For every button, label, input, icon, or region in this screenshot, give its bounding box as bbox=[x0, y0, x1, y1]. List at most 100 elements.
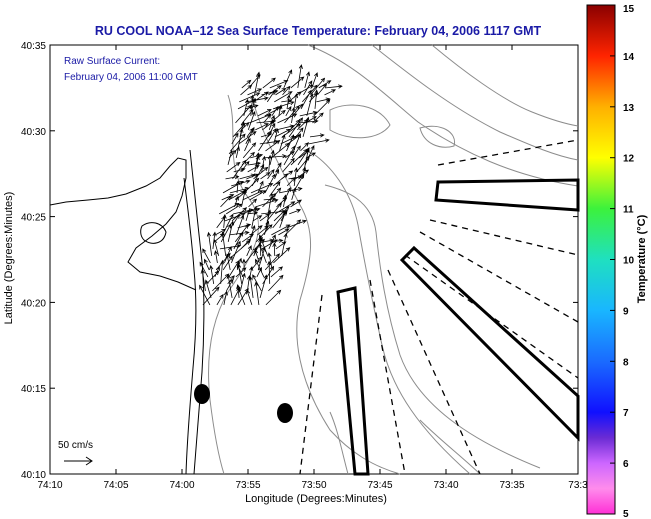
current-vector bbox=[232, 159, 247, 180]
coastline-nj-inner bbox=[183, 177, 197, 475]
current-vector bbox=[317, 83, 327, 96]
colorbar-tick-label: 14 bbox=[623, 52, 635, 63]
current-vector bbox=[267, 168, 275, 180]
x-tick-label: 73:55 bbox=[235, 480, 260, 491]
dashed-transect bbox=[404, 254, 579, 379]
y-axis-ticks: 40:10 40:15 40:20 40:25 40:30 40:35 bbox=[21, 41, 578, 481]
contour-south-1 bbox=[329, 411, 349, 475]
current-vector bbox=[240, 84, 253, 96]
current-vector bbox=[252, 274, 262, 292]
bathymetry-contours bbox=[208, 44, 579, 475]
current-vector bbox=[245, 208, 251, 222]
contour-outer-3 bbox=[431, 44, 579, 127]
current-vector bbox=[265, 209, 272, 228]
surface-current-vectors bbox=[199, 64, 343, 306]
current-vector bbox=[241, 121, 250, 131]
current-vector bbox=[227, 220, 235, 242]
colorbar-tick-label: 12 bbox=[623, 154, 635, 165]
current-vector bbox=[240, 272, 246, 291]
coastline-long-island bbox=[49, 157, 197, 291]
current-vector bbox=[230, 133, 246, 152]
current-vector bbox=[255, 258, 265, 278]
current-vector bbox=[256, 266, 262, 278]
current-vector bbox=[272, 242, 277, 256]
x-tick-label: 73:35 bbox=[499, 480, 524, 491]
colorbar-tick-label: 7 bbox=[623, 408, 629, 419]
current-vector bbox=[267, 192, 274, 214]
contour-shelf-1 bbox=[208, 94, 259, 475]
current-vector bbox=[270, 142, 290, 159]
current-vector bbox=[240, 160, 250, 173]
y-tick-label: 40:10 bbox=[21, 470, 46, 481]
current-vector bbox=[213, 238, 220, 257]
station-marker bbox=[277, 403, 293, 423]
current-vector bbox=[318, 80, 332, 89]
current-vector bbox=[273, 205, 290, 222]
current-vector bbox=[226, 161, 241, 173]
x-tick-label: 73:3 bbox=[568, 480, 588, 491]
current-vector bbox=[264, 253, 281, 271]
coastline bbox=[49, 149, 205, 475]
current-vector bbox=[241, 188, 247, 207]
current-vector bbox=[249, 265, 254, 277]
contour-canyon-west bbox=[314, 154, 471, 475]
current-vector bbox=[235, 180, 240, 193]
current-vector bbox=[291, 106, 296, 123]
current-vector bbox=[235, 104, 252, 124]
colorbar-label: Temperature (°C) bbox=[636, 214, 648, 303]
current-vector bbox=[278, 228, 290, 236]
current-vector bbox=[255, 224, 273, 243]
colorbar-tick-label: 6 bbox=[623, 459, 629, 470]
current-vector bbox=[242, 142, 257, 159]
current-vector bbox=[223, 290, 228, 305]
colorbar-tick-label: 8 bbox=[623, 357, 629, 368]
contour-loop-1 bbox=[329, 104, 391, 139]
current-vector bbox=[238, 131, 257, 145]
coastline-staten-island bbox=[140, 222, 167, 244]
current-vector bbox=[225, 253, 231, 270]
current-vector bbox=[204, 258, 210, 271]
annotation-line-2: February 04, 2006 11:00 GMT bbox=[64, 72, 198, 83]
current-vector bbox=[225, 175, 240, 180]
dashed-transect bbox=[387, 269, 481, 475]
transect-box-east bbox=[434, 178, 580, 212]
dashed-transect bbox=[419, 231, 579, 323]
current-vector bbox=[206, 231, 213, 256]
current-vector bbox=[300, 89, 312, 110]
current-vector bbox=[291, 145, 301, 159]
current-vector bbox=[303, 80, 313, 96]
current-vector bbox=[199, 261, 209, 278]
x-tick-label: 74:05 bbox=[103, 480, 128, 491]
current-vector bbox=[236, 262, 243, 284]
current-vector bbox=[268, 85, 282, 96]
current-vector bbox=[286, 134, 295, 152]
current-vector bbox=[304, 145, 315, 166]
current-vector bbox=[313, 99, 331, 117]
current-vector bbox=[264, 173, 276, 194]
current-vector bbox=[202, 286, 220, 306]
colorbar-tick-label: 5 bbox=[623, 509, 629, 519]
colorbar-ticks: 5 6 7 8 9 10 11 12 13 14 15 bbox=[610, 4, 635, 519]
current-vector bbox=[284, 105, 300, 124]
transect-box-southeast bbox=[399, 245, 580, 442]
current-vector bbox=[264, 154, 287, 159]
colorbar-tick-label: 9 bbox=[623, 306, 629, 317]
current-vector bbox=[304, 71, 311, 89]
current-vector bbox=[231, 207, 248, 222]
current-vector bbox=[236, 214, 245, 236]
current-vector bbox=[306, 93, 314, 116]
x-tick-label: 73:50 bbox=[301, 480, 326, 491]
current-vector bbox=[314, 89, 319, 109]
current-vector bbox=[220, 231, 227, 256]
current-vector bbox=[281, 232, 288, 256]
current-vector bbox=[302, 166, 307, 179]
current-vector bbox=[228, 260, 240, 278]
current-vector bbox=[216, 293, 224, 306]
current-vector bbox=[279, 134, 286, 152]
current-vector bbox=[270, 266, 283, 278]
current-vector bbox=[265, 289, 282, 306]
current-vector bbox=[266, 202, 282, 222]
current-vector bbox=[289, 208, 302, 215]
current-vector bbox=[275, 162, 282, 173]
current-vector bbox=[268, 234, 276, 250]
